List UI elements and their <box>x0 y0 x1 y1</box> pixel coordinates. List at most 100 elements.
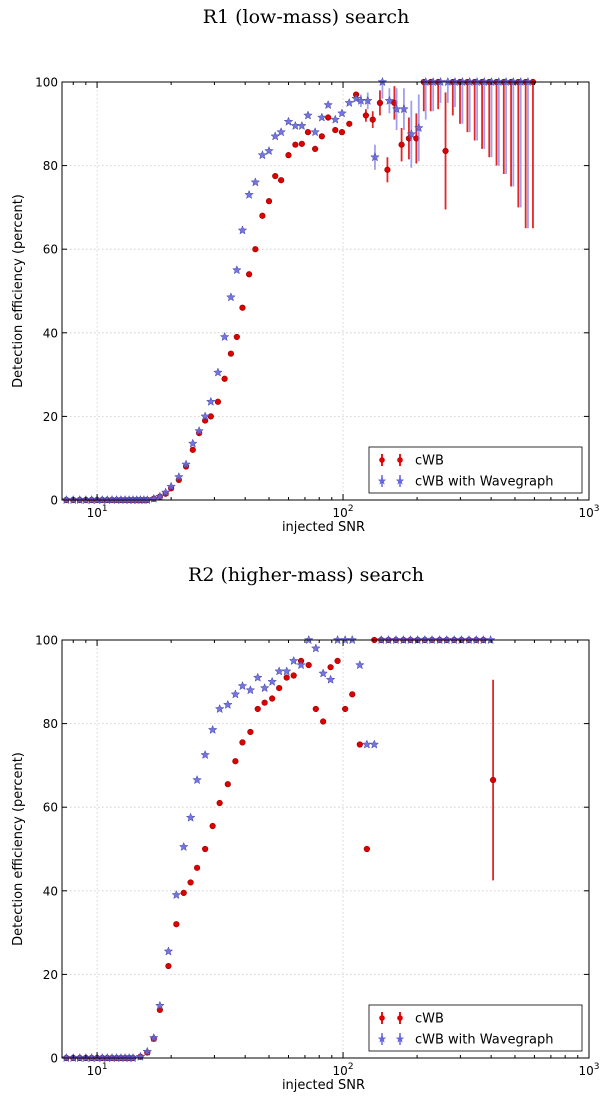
legend-label: cWB with Wavegraph <box>415 475 554 490</box>
data-point <box>281 666 292 676</box>
data-point <box>259 682 270 693</box>
chart-2-x-ticks: 101 102 103 <box>72 640 600 1078</box>
data-point <box>214 398 222 405</box>
data-point <box>148 1032 159 1043</box>
x-tick-label: 101 <box>87 504 108 520</box>
data-point <box>337 108 347 118</box>
chart-2-y-axis-label: Detection efficiency (percent) <box>11 752 26 946</box>
data-point <box>310 127 320 137</box>
data-point <box>369 739 380 749</box>
y-tick-label: 0 <box>50 494 58 508</box>
chart-1-grid <box>62 81 590 501</box>
x-tick-label: 102 <box>333 504 354 520</box>
data-point <box>219 331 230 342</box>
data-point <box>194 425 204 436</box>
data-point <box>207 413 214 420</box>
data-point <box>283 674 290 681</box>
y-tick-label: 100 <box>35 76 58 90</box>
chart-1: 0 20 40 60 80 100 101 102 103 injected SNR Detecti… <box>11 76 600 536</box>
data-point <box>325 674 336 684</box>
data-point <box>261 699 268 706</box>
data-point <box>254 705 261 713</box>
data-point <box>213 367 223 377</box>
data-point <box>232 265 242 275</box>
data-point <box>264 145 274 156</box>
chart-2-legend: cWB cWB with Wavegraph <box>368 1004 583 1052</box>
data-point <box>272 172 279 180</box>
data-point <box>187 879 194 886</box>
data-point <box>174 471 184 482</box>
chart-1-x-axis-label: injected SNR <box>282 520 365 535</box>
data-point <box>230 689 241 699</box>
data-point <box>192 774 202 785</box>
data-point <box>226 292 236 302</box>
data-point <box>185 812 196 822</box>
legend-marker <box>379 1015 385 1021</box>
data-point <box>356 741 363 748</box>
x-tick-label: 101 <box>87 1062 108 1078</box>
chart-1-frame <box>61 81 590 501</box>
data-point <box>297 120 307 131</box>
data-point <box>227 350 235 357</box>
chart-1-series-wavegraph <box>62 76 533 505</box>
data-point <box>406 129 417 139</box>
data-point <box>181 459 191 469</box>
chart-1-title: R1 (low-mass) search <box>202 6 410 28</box>
data-point <box>265 198 273 205</box>
data-point <box>239 304 246 311</box>
data-point <box>305 661 312 669</box>
legend-marker <box>395 476 405 485</box>
data-point <box>362 112 370 119</box>
data-point <box>354 659 365 670</box>
data-point <box>278 177 285 184</box>
chart-2: 0 20 40 60 80 100 101 102 103 injected SNR Detecti… <box>11 634 600 1094</box>
chart-1-x-ticks: 101 102 103 <box>72 82 600 520</box>
chart-1-plot-area <box>62 76 537 505</box>
legend-marker <box>377 476 387 485</box>
data-point <box>180 889 187 896</box>
data-point <box>205 396 216 406</box>
data-point <box>398 141 405 148</box>
chart-2-frame <box>61 639 590 1059</box>
legend-marker <box>397 457 403 463</box>
data-point <box>292 141 299 148</box>
data-point <box>259 212 266 219</box>
chart-1-y-axis-label: Detection efficiency (percent) <box>11 194 26 388</box>
data-point <box>338 129 346 136</box>
data-point <box>246 271 253 278</box>
data-point <box>202 845 209 853</box>
data-point <box>148 493 159 503</box>
legend-label: cWB with Wavegraph <box>415 1033 554 1048</box>
legend-marker <box>377 1034 387 1043</box>
data-point <box>216 799 223 807</box>
data-point <box>252 672 263 682</box>
data-point <box>323 99 334 110</box>
data-point <box>399 104 409 114</box>
data-point <box>310 643 321 653</box>
data-point <box>187 438 198 448</box>
data-point <box>173 921 180 928</box>
data-point <box>384 95 395 105</box>
data-point <box>237 680 248 691</box>
data-point <box>232 758 239 765</box>
chart-1-legend: cWB cWB with Wavegraph <box>368 446 583 494</box>
data-point <box>332 126 339 134</box>
y-tick-label: 80 <box>43 159 58 173</box>
data-point <box>252 246 259 253</box>
data-point <box>349 691 356 698</box>
data-point <box>325 114 332 121</box>
y-tick-label: 80 <box>43 717 58 731</box>
data-point <box>250 177 261 187</box>
data-point <box>303 110 313 120</box>
data-point <box>304 129 312 136</box>
data-point <box>233 333 240 341</box>
y-tick-label: 20 <box>43 410 58 424</box>
legend-label: cWB <box>415 454 444 469</box>
data-point <box>269 695 276 702</box>
data-point <box>135 1051 146 1061</box>
data-point <box>384 166 391 173</box>
data-point <box>318 133 325 140</box>
data-point <box>142 1046 153 1056</box>
data-point <box>376 99 384 107</box>
y-tick-label: 40 <box>43 326 58 340</box>
